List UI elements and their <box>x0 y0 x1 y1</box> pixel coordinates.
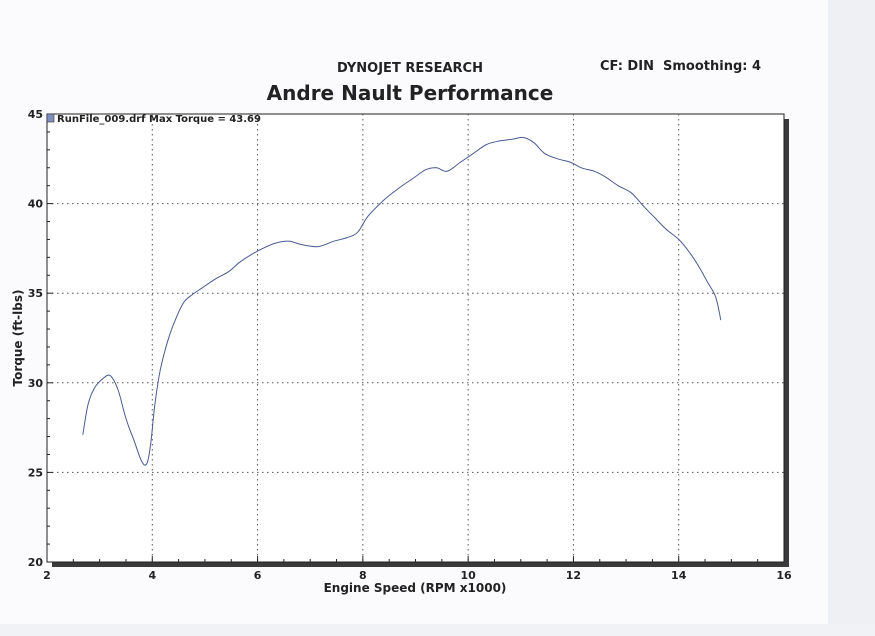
y-tick-label: 45 <box>28 108 43 121</box>
legend-marker <box>46 113 55 123</box>
x-axis-label: Engine Speed (RPM x1000) <box>324 581 507 595</box>
x-tick-label: 6 <box>254 569 262 582</box>
minor-ticks <box>46 113 785 563</box>
x-tick-label: 14 <box>671 569 687 582</box>
y-tick-label: 20 <box>28 556 44 569</box>
y-tick-label: 25 <box>28 466 43 479</box>
scan-edge-bottom <box>0 624 875 636</box>
plot-area <box>46 113 785 563</box>
y-tick-label: 30 <box>28 377 44 390</box>
chart-title: Andre Nault Performance <box>266 81 554 105</box>
x-tick-label: 12 <box>566 569 581 582</box>
x-tick-label: 10 <box>460 569 476 582</box>
y-tick-label: 35 <box>28 287 43 300</box>
x-tick-label: 16 <box>776 569 792 582</box>
scan-edge <box>828 0 875 636</box>
settings-label: CF: DIN Smoothing: 4 <box>600 59 762 74</box>
x-tick-labels: 2 4 6 8 10 12 14 16 <box>43 569 792 582</box>
x-tick-label: 2 <box>43 569 51 582</box>
y-tick-labels: 20 25 30 35 40 45 <box>28 108 44 569</box>
torque-curve <box>82 136 722 466</box>
legend-label: RunFile_009.drf Max Torque = 43.69 <box>57 114 261 125</box>
x-tick-label: 4 <box>148 569 156 582</box>
y-axis-label: Torque (ft-lbs) <box>11 290 25 387</box>
x-tick-label: 8 <box>359 569 367 582</box>
y-tick-label: 40 <box>28 198 44 211</box>
brand-label: DYNOJET RESEARCH <box>337 61 483 76</box>
